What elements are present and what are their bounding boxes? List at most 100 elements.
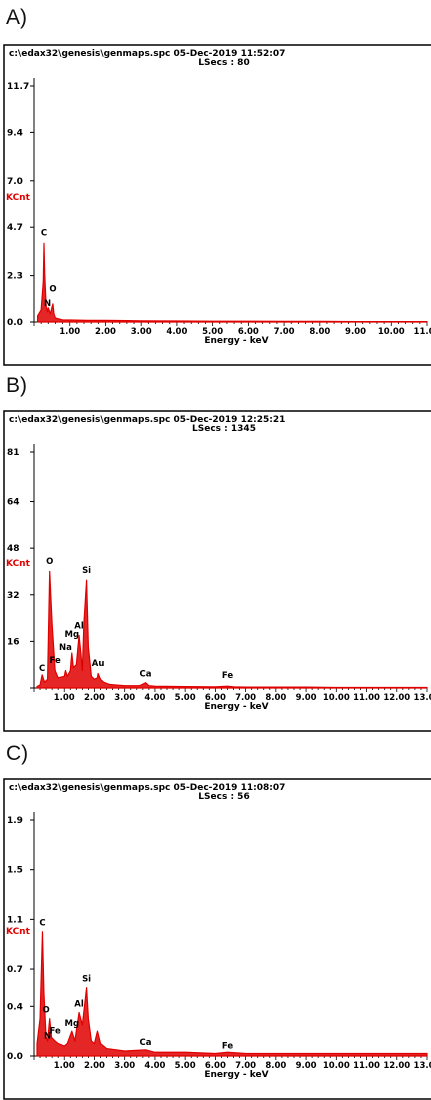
spectrum-point bbox=[94, 678, 95, 680]
peak-label: Al bbox=[74, 621, 84, 631]
spectrum-point bbox=[83, 623, 85, 625]
spectrum-point bbox=[39, 1018, 41, 1020]
peak-label: N bbox=[44, 299, 51, 309]
spectrum-point bbox=[148, 685, 150, 687]
spectrum-point bbox=[63, 675, 65, 677]
spectrum-point bbox=[78, 1012, 80, 1013]
spectrum-point bbox=[227, 1051, 228, 1053]
spectrum-point bbox=[86, 987, 88, 989]
spectrum-point bbox=[396, 1053, 398, 1054]
spectrum-point bbox=[81, 670, 83, 671]
spectrum-point bbox=[97, 677, 98, 679]
x-tick-label: 5.00 bbox=[175, 1061, 196, 1071]
spectrum-point bbox=[47, 311, 48, 313]
x-tick-label: 11.00 bbox=[353, 693, 380, 703]
spectrum-point bbox=[106, 1048, 107, 1049]
spectrum-point bbox=[88, 1018, 89, 1020]
peak-label: Si bbox=[82, 566, 91, 576]
y-tick-label: 0.4 bbox=[7, 1002, 23, 1012]
spectrum-point bbox=[36, 1043, 38, 1044]
spectrum-point bbox=[51, 307, 53, 309]
peak-label: Na bbox=[59, 643, 72, 653]
peak-label: Mg bbox=[65, 630, 80, 640]
spectrum-point bbox=[49, 1018, 51, 1020]
x-axis-label: Energy - keV bbox=[204, 1070, 268, 1080]
spectrum-point bbox=[47, 678, 49, 680]
panel-c-label: C) bbox=[6, 742, 29, 765]
spectrum-point bbox=[305, 1053, 307, 1054]
spectrum-point bbox=[39, 684, 41, 686]
peak-label: N bbox=[44, 1032, 51, 1042]
y-axis-label: KCnt bbox=[6, 927, 31, 937]
spectrum-point bbox=[50, 313, 51, 315]
spectrum-point bbox=[355, 321, 356, 322]
spectrum-point bbox=[109, 684, 110, 685]
x-tick-label: 11.00 bbox=[353, 1061, 380, 1071]
spectrum-point bbox=[51, 623, 53, 625]
spectrum-point bbox=[390, 321, 392, 322]
spectrum-point bbox=[100, 678, 101, 680]
spectrum-point bbox=[154, 1051, 156, 1053]
spectrum-point bbox=[335, 687, 337, 688]
y-tick-label: 0.0 bbox=[7, 1052, 23, 1062]
y-tick-label: 9.4 bbox=[7, 128, 23, 138]
panel-a-label: A) bbox=[6, 6, 27, 29]
x-tick-label: 6.00 bbox=[205, 693, 226, 703]
y-tick-label: 7.0 bbox=[7, 177, 23, 187]
spectrum-point bbox=[45, 1036, 47, 1038]
x-tick-label: 2.00 bbox=[84, 693, 105, 703]
x-tick-label: 8.00 bbox=[265, 1061, 286, 1071]
peak-label: Fe bbox=[222, 671, 233, 681]
spectrum-point bbox=[212, 320, 214, 322]
x-tick-label: 10.00 bbox=[378, 327, 405, 337]
x-tick-label: 13.00 bbox=[414, 1061, 431, 1071]
spectrum-point bbox=[81, 1024, 83, 1026]
x-tick-label: 2.00 bbox=[95, 327, 116, 337]
spectrum-point bbox=[100, 1043, 101, 1044]
peak-label: O bbox=[49, 285, 56, 295]
spectrum-point bbox=[44, 273, 46, 274]
spectrum-point bbox=[426, 687, 428, 688]
spectrum-point bbox=[55, 317, 56, 319]
x-tick-label: 1.00 bbox=[54, 1061, 75, 1071]
spectrum-point bbox=[43, 242, 45, 244]
x-tick-label: 3.00 bbox=[114, 693, 135, 703]
spectrum-point bbox=[63, 1045, 65, 1047]
spectrum-point bbox=[233, 686, 234, 688]
spectrum-series bbox=[36, 242, 428, 323]
spectrum-point bbox=[184, 686, 186, 687]
x-tick-label: 9.00 bbox=[345, 327, 366, 337]
spectrum-point bbox=[66, 675, 68, 677]
spectrum-point bbox=[80, 652, 82, 654]
spectrum-point bbox=[51, 1036, 52, 1038]
spectrum-point bbox=[75, 664, 77, 666]
spectrum-point bbox=[214, 1053, 216, 1054]
spectrum-point bbox=[124, 1050, 126, 1052]
y-tick-label: 2.3 bbox=[7, 272, 23, 282]
y-tick-label: 4.7 bbox=[7, 223, 23, 233]
spectrum-point bbox=[154, 685, 156, 687]
x-tick-label: 7.00 bbox=[235, 1061, 256, 1071]
spectrum-point bbox=[396, 687, 398, 688]
peak-label: C bbox=[39, 919, 45, 929]
y-tick-label: 16 bbox=[7, 637, 20, 647]
x-tick-label: 7.00 bbox=[274, 327, 295, 337]
spectrum-point bbox=[124, 685, 126, 687]
spectrum-point bbox=[105, 319, 106, 321]
x-tick-label: 4.00 bbox=[166, 327, 187, 337]
x-tick-label: 12.00 bbox=[383, 693, 410, 703]
peak-label: Fe bbox=[50, 656, 61, 666]
spectrum-point bbox=[36, 686, 38, 687]
spectrum-point bbox=[145, 682, 146, 684]
panel-b-label: B) bbox=[6, 374, 27, 397]
y-tick-label: 48 bbox=[7, 544, 20, 554]
spectrum-point bbox=[87, 319, 88, 321]
chart-header-lsecs: LSecs : 56 bbox=[198, 792, 249, 802]
spectrum-point bbox=[57, 677, 59, 679]
x-tick-label: 10.00 bbox=[323, 693, 350, 703]
x-tick-label: 4.00 bbox=[144, 1061, 165, 1071]
spectrum-point bbox=[283, 320, 285, 322]
spectrum-point bbox=[47, 1040, 49, 1042]
peak-label: C bbox=[39, 664, 45, 674]
y-tick-label: 1.5 bbox=[7, 866, 23, 876]
